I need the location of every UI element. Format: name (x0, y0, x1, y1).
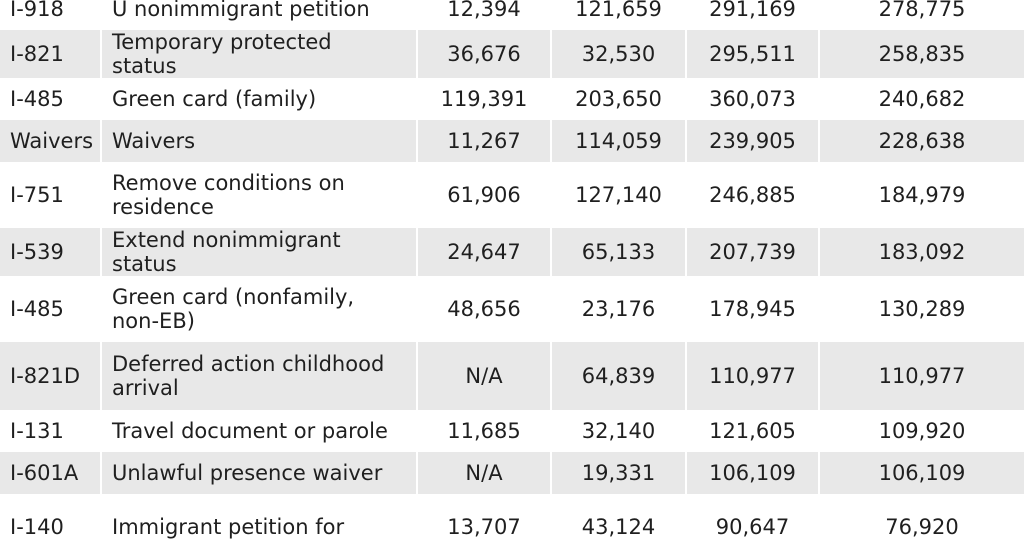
value-cell: 258,835 (819, 30, 1024, 78)
value-cell: 114,059 (551, 120, 687, 162)
value-cell: 203,650 (551, 78, 687, 120)
description-cell: Green card (family) (101, 78, 418, 120)
form-cell: Waivers (0, 120, 102, 162)
table-row: I-751 Remove conditions on residence 61,… (0, 162, 1024, 228)
value-cell: 110,977 (819, 342, 1024, 410)
value-cell: 11,685 (417, 410, 552, 452)
description-cell: Waivers (101, 120, 418, 162)
table-row: I-131 Travel document or parole 11,685 3… (0, 410, 1024, 452)
value-cell: 24,647 (417, 228, 552, 276)
form-cell: I-485 (0, 276, 102, 342)
value-cell: 36,676 (417, 30, 552, 78)
description-cell: U nonimmigrant petition (101, 0, 418, 30)
table-row: Waivers Waivers 11,267 114,059 239,905 2… (0, 120, 1024, 162)
value-cell: N/A (417, 452, 552, 494)
value-cell: 360,073 (686, 78, 820, 120)
description-cell: Unlawful presence waiver (101, 452, 418, 494)
description-cell: Extend nonimmigrant status (101, 228, 418, 276)
value-cell: 295,511 (686, 30, 820, 78)
description-cell: Green card (nonfamily, non-EB) (101, 276, 418, 342)
value-cell: 228,638 (819, 120, 1024, 162)
value-cell: 246,885 (686, 162, 820, 228)
value-cell: 183,092 (819, 228, 1024, 276)
value-cell: 184,979 (819, 162, 1024, 228)
table-row: I-539 Extend nonimmigrant status 24,647 … (0, 228, 1024, 276)
value-cell: 178,945 (686, 276, 820, 342)
form-cell: I-131 (0, 410, 102, 452)
value-cell: 240,682 (819, 78, 1024, 120)
value-cell: 19,331 (551, 452, 687, 494)
value-cell: 207,739 (686, 228, 820, 276)
value-cell: 106,109 (819, 452, 1024, 494)
form-cell: I-485 (0, 78, 102, 120)
value-cell: 119,391 (417, 78, 552, 120)
value-cell: 13,707 (417, 494, 552, 560)
form-cell: I-821 (0, 30, 102, 78)
value-cell: 110,977 (686, 342, 820, 410)
value-cell: 90,647 (686, 494, 820, 560)
form-cell: I-751 (0, 162, 102, 228)
value-cell: 76,920 (819, 494, 1024, 560)
value-cell: 61,906 (417, 162, 552, 228)
table-row: I-601A Unlawful presence waiver N/A 19,3… (0, 452, 1024, 494)
value-cell: 64,839 (551, 342, 687, 410)
value-cell: 11,267 (417, 120, 552, 162)
value-cell: 239,905 (686, 120, 820, 162)
value-cell: 121,659 (551, 0, 687, 30)
value-cell: N/A (417, 342, 552, 410)
value-cell: 291,169 (686, 0, 820, 30)
form-cell: I-601A (0, 452, 102, 494)
table-row: I-140 Immigrant petition for 13,707 43,1… (0, 494, 1024, 560)
value-cell: 32,140 (551, 410, 687, 452)
table-row: I-821D Deferred action childhood arrival… (0, 342, 1024, 410)
table-row: I-485 Green card (family) 119,391 203,65… (0, 78, 1024, 120)
description-cell: Immigrant petition for (101, 494, 418, 560)
table-row: I-821 Temporary protected status 36,676 … (0, 30, 1024, 78)
value-cell: 127,140 (551, 162, 687, 228)
description-cell: Travel document or parole (101, 410, 418, 452)
value-cell: 106,109 (686, 452, 820, 494)
description-cell: Temporary protected status (101, 30, 418, 78)
value-cell: 278,775 (819, 0, 1024, 30)
form-cell: I-140 (0, 494, 102, 560)
value-cell: 130,289 (819, 276, 1024, 342)
description-cell: Deferred action childhood arrival (101, 342, 418, 410)
form-cell: I-918 (0, 0, 102, 30)
table-row: I-485 Green card (nonfamily, non-EB) 48,… (0, 276, 1024, 342)
form-cell: I-539 (0, 228, 102, 276)
form-cell: I-821D (0, 342, 102, 410)
value-cell: 48,656 (417, 276, 552, 342)
value-cell: 109,920 (819, 410, 1024, 452)
description-cell: Remove conditions on residence (101, 162, 418, 228)
value-cell: 121,605 (686, 410, 820, 452)
value-cell: 32,530 (551, 30, 687, 78)
value-cell: 12,394 (417, 0, 552, 30)
value-cell: 43,124 (551, 494, 687, 560)
value-cell: 65,133 (551, 228, 687, 276)
table-row: I-918 U nonimmigrant petition 12,394 121… (0, 0, 1024, 30)
value-cell: 23,176 (551, 276, 687, 342)
